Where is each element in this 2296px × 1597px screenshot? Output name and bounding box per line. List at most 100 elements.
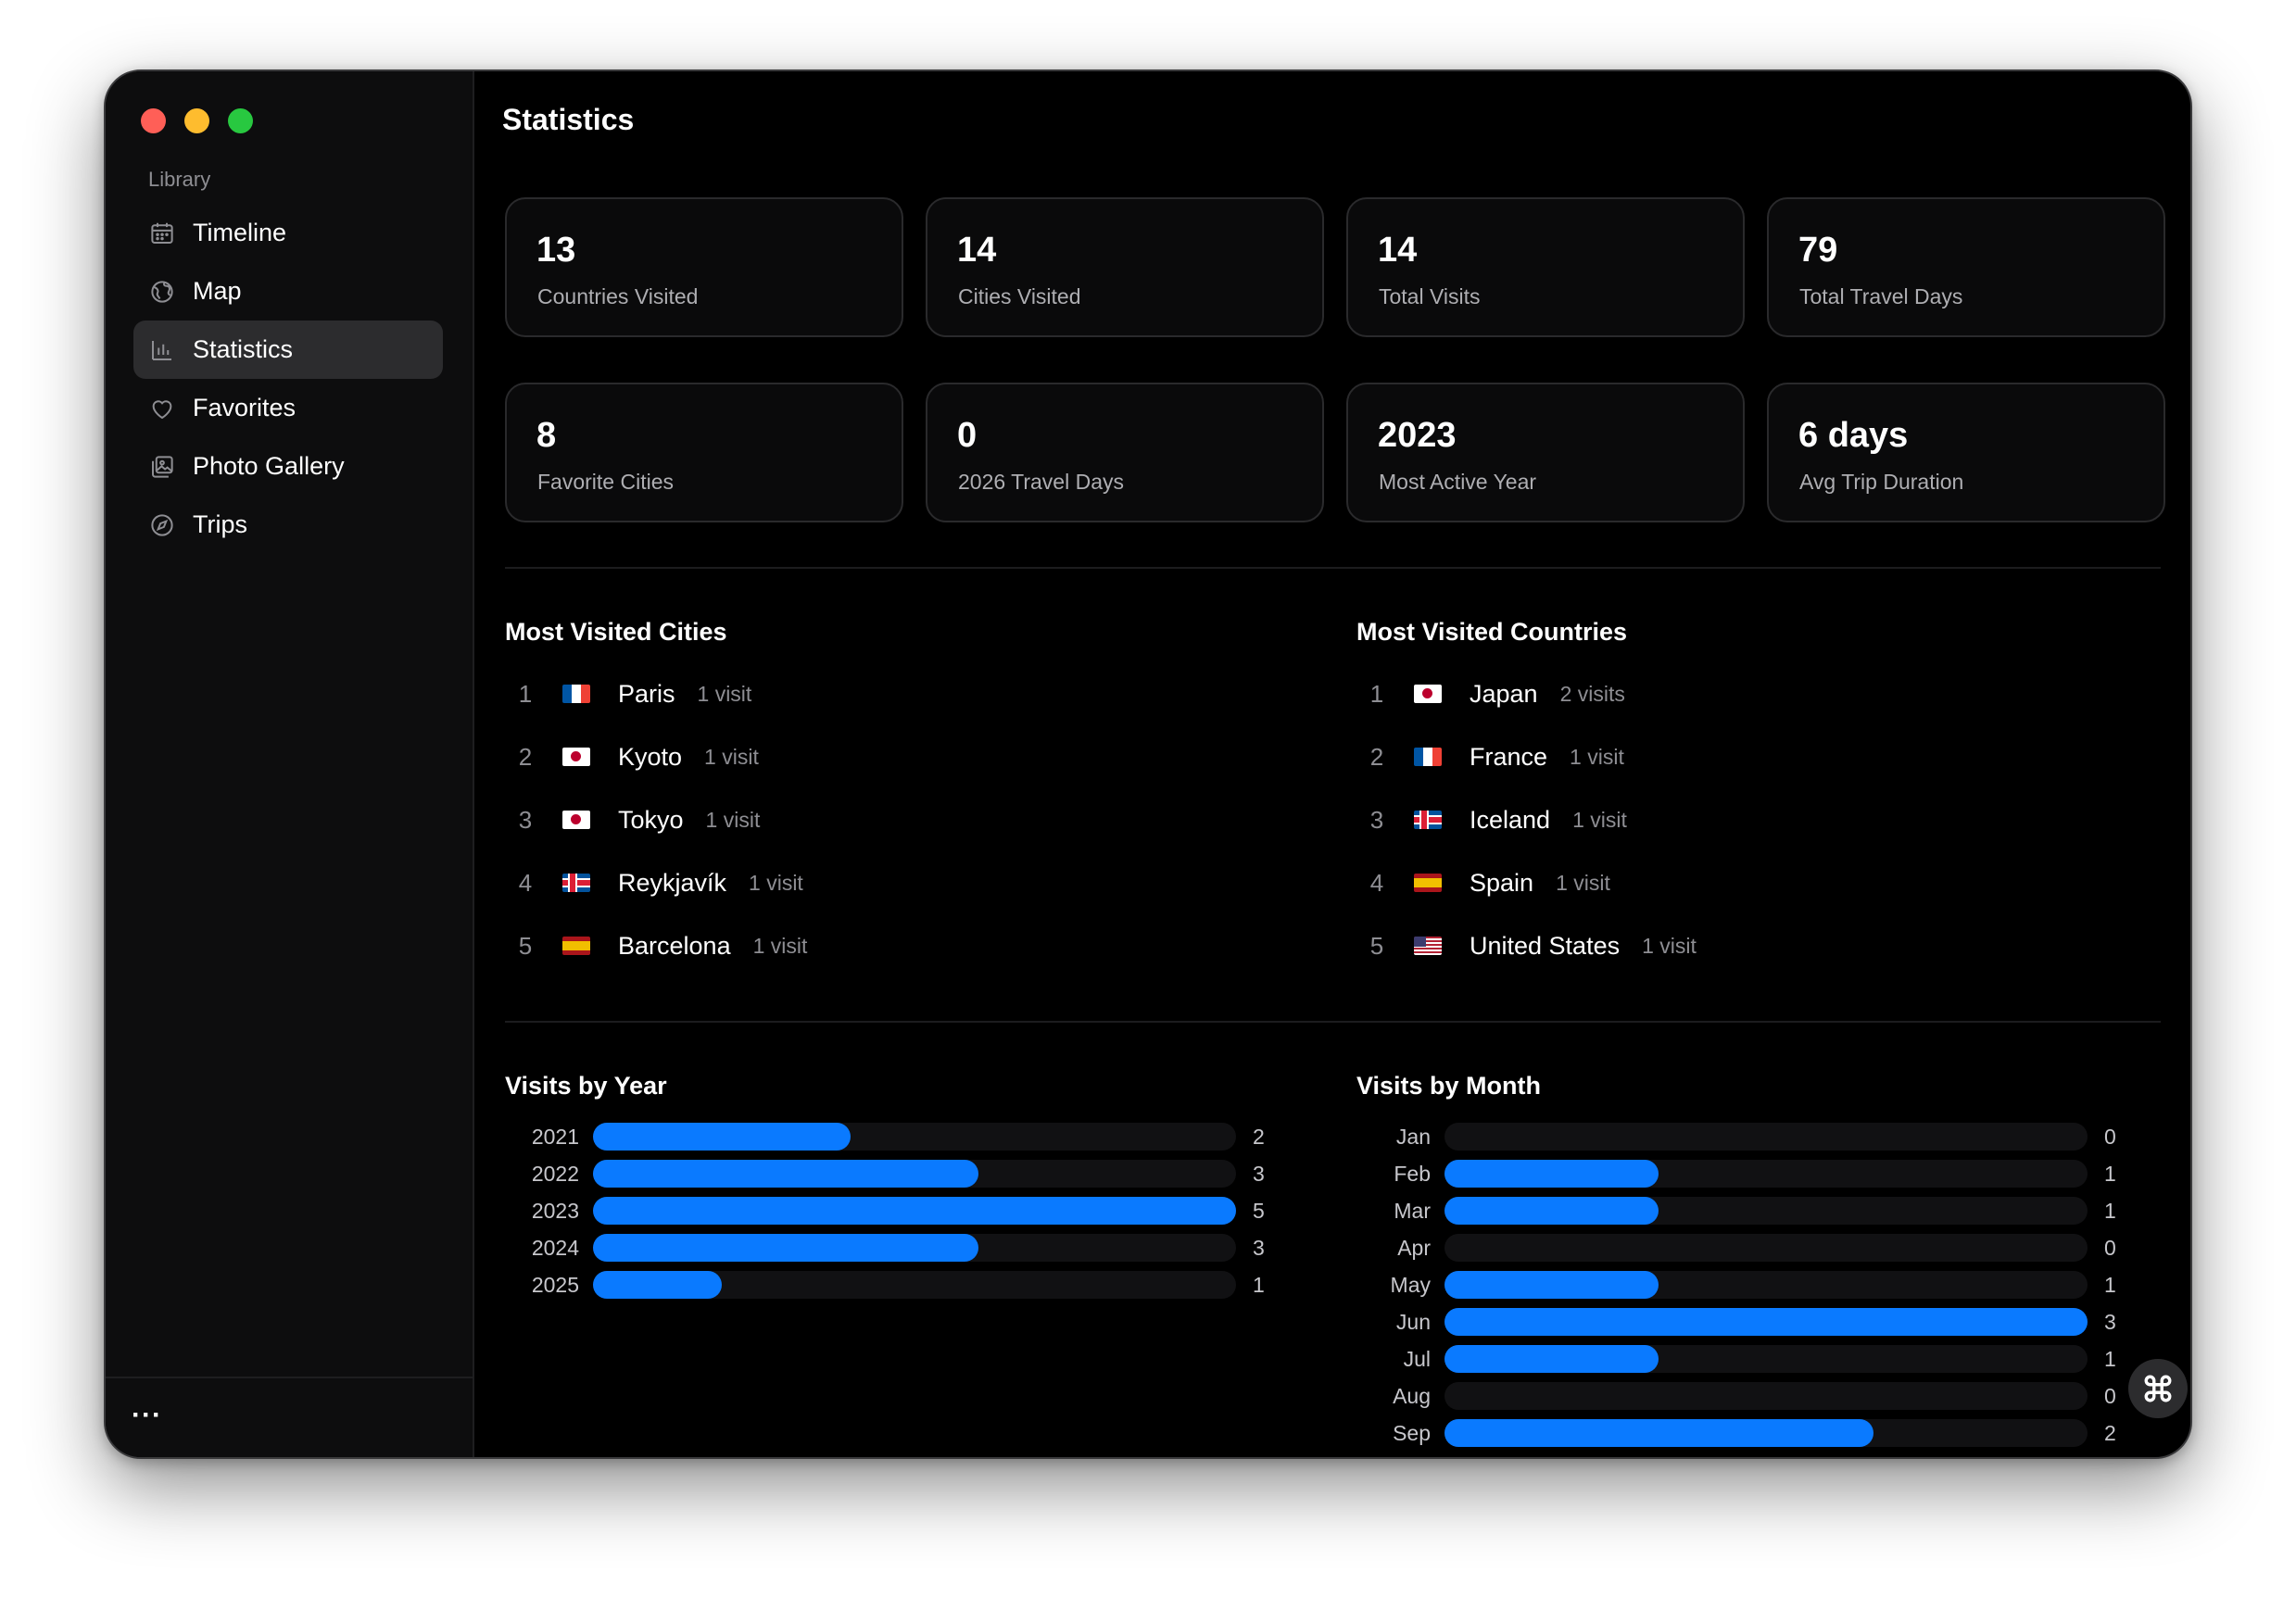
sidebar-item-trips[interactable]: Trips bbox=[133, 496, 443, 554]
country-name: France bbox=[1470, 742, 1548, 771]
calendar-icon bbox=[148, 220, 176, 247]
rank-number: 3 bbox=[1369, 805, 1384, 834]
bar-track bbox=[1444, 1419, 2088, 1447]
command-button[interactable] bbox=[2128, 1359, 2188, 1418]
sidebar-item-label: Statistics bbox=[193, 335, 294, 363]
stat-value: 0 bbox=[957, 416, 978, 455]
bar bbox=[1444, 1160, 1659, 1188]
list-item[interactable]: 3 Iceland 1 visit bbox=[1356, 788, 1875, 851]
bar-value-label: 1 bbox=[2104, 1272, 2116, 1297]
list-item[interactable]: 5 Barcelona 1 visit bbox=[505, 914, 1024, 977]
stat-label: Most Active Year bbox=[1379, 470, 1537, 494]
sidebar-item-photo-gallery[interactable]: Photo Gallery bbox=[133, 437, 443, 496]
bar-track bbox=[1444, 1382, 2088, 1410]
bar-row: Mar 1 bbox=[1356, 1192, 2144, 1229]
bar-value-label: 1 bbox=[2104, 1198, 2116, 1223]
list-item[interactable]: 1 Japan 2 visits bbox=[1356, 662, 1875, 725]
bar-track bbox=[1444, 1271, 2088, 1299]
bar-row: Sep 2 bbox=[1356, 1415, 2144, 1452]
bar bbox=[593, 1234, 979, 1262]
rank-number: 4 bbox=[518, 868, 533, 897]
bar-row: 2023 5 bbox=[505, 1192, 1293, 1229]
bar-value-label: 0 bbox=[2104, 1383, 2116, 1408]
stat-card-cities: 14 Cities Visited bbox=[926, 197, 1324, 337]
list-item[interactable]: 2 Kyoto 1 visit bbox=[505, 725, 1024, 788]
close-window-button[interactable] bbox=[141, 108, 166, 133]
list-item[interactable]: 3 Tokyo 1 visit bbox=[505, 788, 1024, 851]
bar-category-label: 2022 bbox=[531, 1161, 579, 1186]
sidebar-item-timeline[interactable]: Timeline bbox=[133, 204, 443, 262]
bar bbox=[1444, 1308, 2088, 1336]
bar-track bbox=[1444, 1197, 2088, 1225]
rank-number: 1 bbox=[518, 679, 533, 708]
bar-track bbox=[593, 1123, 1236, 1151]
section-divider bbox=[505, 1021, 2161, 1023]
bar-value-label: 3 bbox=[2104, 1309, 2116, 1334]
visit-count: 1 visit bbox=[1642, 933, 1697, 958]
sidebar-item-map[interactable]: Map bbox=[133, 262, 443, 321]
section-divider bbox=[505, 567, 2161, 569]
zoom-window-button[interactable] bbox=[228, 108, 253, 133]
japan-flag-icon bbox=[562, 811, 590, 829]
bar-row: Jul 1 bbox=[1356, 1340, 2144, 1377]
visit-count: 1 visit bbox=[697, 681, 752, 706]
main-content: Statistics 13 Countries Visited 14 Citie… bbox=[474, 71, 2190, 1457]
list-item[interactable]: 4 Reykjavík 1 visit bbox=[505, 851, 1024, 914]
spain-flag-icon bbox=[562, 937, 590, 955]
sidebar-item-statistics[interactable]: Statistics bbox=[133, 321, 443, 379]
bar-track bbox=[593, 1234, 1236, 1262]
bar bbox=[1444, 1271, 1659, 1299]
sidebar-item-label: Photo Gallery bbox=[193, 452, 345, 480]
stat-label: 2026 Travel Days bbox=[958, 470, 1124, 494]
bar-value-label: 1 bbox=[1253, 1272, 1265, 1297]
bar bbox=[593, 1197, 1236, 1225]
bar-track bbox=[1444, 1123, 2088, 1151]
list-item[interactable]: 1 Paris 1 visit bbox=[505, 662, 1024, 725]
stat-card-avg-trip: 6 days Avg Trip Duration bbox=[1767, 383, 2165, 522]
list-item[interactable]: 4 Spain 1 visit bbox=[1356, 851, 1875, 914]
france-flag-icon bbox=[562, 685, 590, 703]
rank-number: 3 bbox=[518, 805, 533, 834]
stat-card-favorites: 8 Favorite Cities bbox=[505, 383, 903, 522]
bar-value-label: 3 bbox=[1253, 1235, 1265, 1260]
rank-number: 5 bbox=[1369, 931, 1384, 960]
bar-row: Apr 0 bbox=[1356, 1229, 2144, 1266]
bar bbox=[593, 1123, 851, 1151]
bar bbox=[1444, 1345, 1659, 1373]
bar bbox=[1444, 1419, 1873, 1447]
country-name: Japan bbox=[1470, 679, 1538, 708]
visits-by-month-title: Visits by Month bbox=[1356, 1072, 1542, 1100]
bar-track bbox=[1444, 1160, 2088, 1188]
list-item[interactable]: 5 United States 1 visit bbox=[1356, 914, 1875, 977]
rank-number: 2 bbox=[518, 742, 533, 771]
minimize-window-button[interactable] bbox=[184, 108, 209, 133]
sidebar-nav: Timeline Map Statistics Favorites bbox=[133, 204, 443, 554]
visit-count: 1 visit bbox=[705, 807, 761, 832]
photo-icon bbox=[148, 453, 176, 481]
sidebar-item-favorites[interactable]: Favorites bbox=[133, 379, 443, 437]
city-name: Barcelona bbox=[618, 931, 731, 960]
sidebar-item-label: Favorites bbox=[193, 394, 296, 421]
rank-number: 1 bbox=[1369, 679, 1384, 708]
stat-card-travel-days: 79 Total Travel Days bbox=[1767, 197, 2165, 337]
window-controls bbox=[141, 108, 253, 133]
sidebar-item-label: Trips bbox=[193, 510, 247, 538]
stat-value: 8 bbox=[536, 416, 557, 455]
visits-by-year-title: Visits by Year bbox=[505, 1072, 667, 1100]
iceland-flag-icon bbox=[1414, 811, 1442, 829]
app-window: Library Timeline Map Statistics bbox=[104, 69, 2192, 1459]
visit-count: 1 visit bbox=[1556, 870, 1610, 895]
bar-value-label: 3 bbox=[1253, 1161, 1265, 1186]
most-visited-countries-list: 1 Japan 2 visits 2 France 1 visit 3 Icel… bbox=[1356, 662, 1875, 977]
list-item[interactable]: 2 France 1 visit bbox=[1356, 725, 1875, 788]
bar-track bbox=[1444, 1234, 2088, 1262]
stat-label: Cities Visited bbox=[958, 284, 1081, 308]
visit-count: 1 visit bbox=[1570, 744, 1624, 769]
bar bbox=[1444, 1197, 1659, 1225]
bar-category-label: Apr bbox=[1397, 1235, 1431, 1260]
stat-card-countries: 13 Countries Visited bbox=[505, 197, 903, 337]
more-options-button[interactable]: ··· bbox=[132, 1400, 162, 1430]
sidebar-footer: ··· bbox=[106, 1377, 473, 1457]
stat-label: Countries Visited bbox=[537, 284, 699, 308]
sidebar: Library Timeline Map Statistics bbox=[106, 71, 474, 1457]
